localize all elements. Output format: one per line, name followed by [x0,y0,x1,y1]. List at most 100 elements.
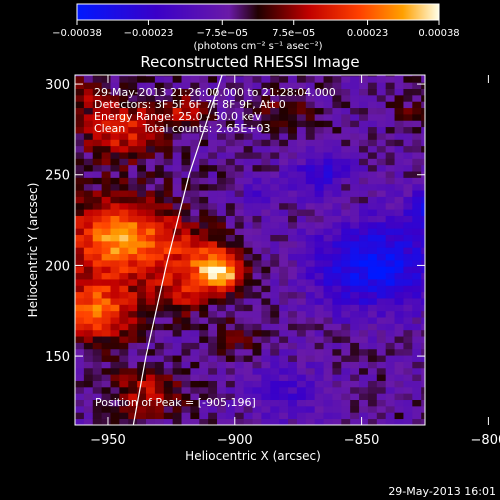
heatmap-cell [376,202,387,210]
heatmap-cell [137,196,147,204]
heatmap-cell [350,259,360,267]
heatmap-cell [110,380,120,388]
heatmap-cell [341,348,351,356]
heatmap-cell [376,120,387,128]
heatmap-cell [75,190,85,197]
heatmap-cell [350,126,360,134]
heatmap-cell [101,158,111,166]
heatmap-cell [270,171,280,178]
heatmap-cell [394,272,404,280]
heatmap-cell [261,405,271,413]
heatmap-cell [163,259,174,267]
heatmap-cell [385,75,395,77]
heatmap-cell [154,183,165,191]
heatmap-cell [412,164,422,172]
heatmap-cell [208,215,218,223]
heatmap-cell [128,228,138,235]
heatmap-cell [350,152,360,159]
heatmap-cell [394,145,404,153]
heatmap-cell [234,380,245,388]
heatmap-cell [83,202,94,210]
heatmap-cell [243,253,253,261]
heatmap-cell [323,177,333,185]
heatmap-cell [208,120,218,128]
heatmap-cell [332,196,342,204]
heatmap-cell [163,317,174,324]
heatmap-cell [385,113,395,121]
heatmap-cell [154,386,165,394]
heatmap-cell [314,228,324,235]
heatmap-cell [288,75,298,83]
heatmap-cell [403,190,413,197]
heatmap-cell [225,240,236,248]
heatmap-cell [270,272,280,280]
heatmap-cell [385,120,395,128]
heatmap-cell [270,139,280,147]
heatmap-cell [412,126,422,134]
heatmap-cell [217,399,227,407]
heatmap-cell [92,139,103,147]
heatmap-cell [252,342,262,350]
heatmap-cell [190,317,200,324]
heatmap-cell [359,374,369,381]
heatmap-cell [323,145,333,153]
heatmap-cell [332,272,342,280]
heatmap-cell [341,88,351,96]
heatmap-cell [279,177,289,185]
heatmap-cell [128,126,138,134]
heatmap-cell [190,355,200,362]
heatmap-cell [385,139,395,147]
heatmap-cell [412,75,422,83]
heatmap-cell [190,259,200,267]
heatmap-cell [208,240,218,248]
heatmap-cell [332,323,342,331]
heatmap-cell [421,215,426,223]
heatmap-cell [385,304,395,312]
heatmap-cell [376,348,387,356]
heatmap-cell [252,171,262,178]
heatmap-cell [75,82,85,89]
heatmap-cell [199,228,209,235]
heatmap-cell [234,101,245,109]
heatmap-cell [172,152,182,159]
heatmap-cell [288,355,298,362]
heatmap-cell [190,310,200,318]
heatmap-cell [252,196,262,204]
heatmap-cell [367,177,378,185]
heatmap-cell [110,342,120,350]
heatmap-cell [394,259,404,267]
heatmap-cell [154,196,165,204]
heatmap-cell [359,183,369,191]
heatmap-cell [421,101,426,109]
heatmap-cell [261,196,271,204]
heatmap-cell [376,266,387,274]
heatmap-cell [146,113,156,121]
heatmap-cell [359,139,369,147]
heatmap-cell [128,272,138,280]
heatmap-cell [350,418,360,426]
heatmap-cell [225,202,236,210]
heatmap-cell [181,298,191,305]
heatmap-cell [296,247,307,255]
heatmap-cell [296,164,307,172]
heatmap-cell [217,177,227,185]
heatmap-cell [199,304,209,312]
heatmap-cell [101,101,111,109]
heatmap-cell [270,342,280,350]
heatmap-cell [217,266,227,274]
heatmap-cell [190,120,200,128]
heatmap-cell [92,94,103,102]
heatmap-cell [92,405,103,413]
heatmap-cell [234,329,245,337]
heatmap-cell [270,247,280,255]
heatmap-cell [314,279,324,286]
heatmap-cell [421,323,426,331]
heatmap-cell [101,399,111,407]
heatmap-cell [412,361,422,369]
heatmap-cell [101,279,111,286]
heatmap-cell [154,279,165,286]
heatmap-cell [119,196,129,204]
heatmap-cell [92,412,103,420]
heatmap-cell [314,94,324,102]
heatmap-cell [323,190,333,197]
